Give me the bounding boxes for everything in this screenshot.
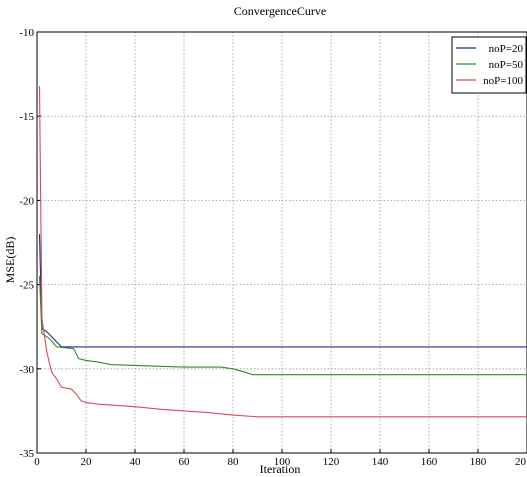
series-lines: [38, 85, 527, 418]
x-tick-label: 120: [323, 456, 340, 468]
x-tick-label: 160: [421, 456, 438, 468]
x-tick-label: 80: [228, 456, 240, 468]
y-tick-label: -35: [19, 448, 34, 460]
x-axis-ticks: 0 20 40 60 80 100 120 140 160 180 20: [34, 449, 527, 468]
legend-label: noP=100: [483, 75, 523, 87]
legend-label: noP=50: [489, 59, 524, 71]
y-tick-label: -30: [19, 364, 34, 376]
x-tick-label: 40: [130, 456, 142, 468]
chart-title: ConvergenceCurve: [234, 4, 326, 18]
x-tick-label: 20: [81, 456, 93, 468]
y-tick-label: -25: [19, 280, 34, 292]
y-tick-label: -10: [19, 27, 34, 39]
series-line-nop-50: [38, 276, 527, 376]
legend: noP=20 noP=50 noP=100: [451, 36, 527, 94]
x-tick-label: 180: [470, 456, 487, 468]
x-tick-label: 140: [372, 456, 389, 468]
y-tick-label: -20: [19, 195, 34, 207]
y-axis-ticks: -35 -30 -25 -20 -15 -10: [19, 27, 41, 460]
x-tick-label: 60: [179, 456, 191, 468]
grid: [37, 32, 527, 453]
x-tick-label: 0: [34, 456, 40, 468]
y-tick-label: -15: [19, 111, 34, 123]
x-axis-label: Iteration: [260, 462, 301, 476]
x-tick-label: 100: [274, 456, 291, 468]
series-line-nop-20: [38, 234, 527, 348]
y-axis-label: MSE(dB): [3, 237, 17, 284]
series-line-nop-100: [38, 85, 527, 418]
legend-box: [451, 36, 527, 94]
x-tick-label: 20: [515, 456, 527, 468]
legend-label: noP=20: [489, 43, 524, 55]
